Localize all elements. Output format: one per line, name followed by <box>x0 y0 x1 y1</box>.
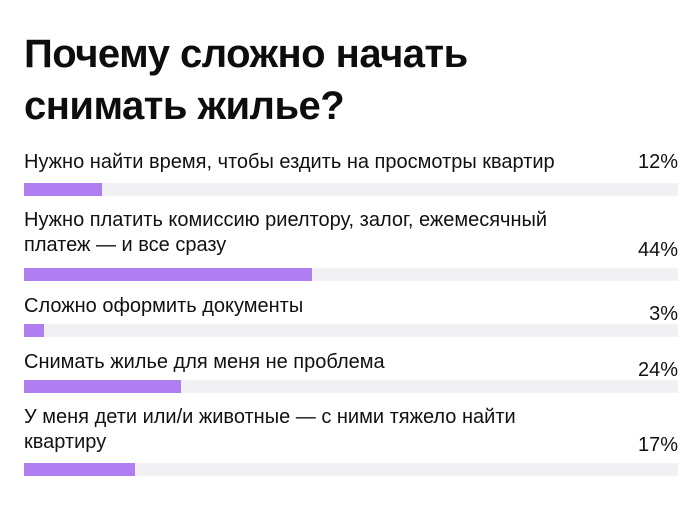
bar-track <box>24 183 678 196</box>
bar-value-label: 44% <box>637 239 678 261</box>
bar-track <box>24 268 678 281</box>
bar-value-label: 17% <box>637 434 678 456</box>
bar <box>24 183 103 196</box>
bar-label: Снимать жилье для меня не проблема <box>24 351 385 373</box>
bar-track <box>24 380 678 393</box>
bar <box>24 463 136 476</box>
bar <box>24 324 44 337</box>
bar-label: Нужно платить комиссию риелтору, залог, … <box>24 209 548 256</box>
bar <box>24 380 181 393</box>
bar-label: Нужно найти время, чтобы ездить на просм… <box>24 151 555 173</box>
bar-value-label: 3% <box>649 303 678 325</box>
bar-track <box>24 463 678 476</box>
bar-label: У меня дети или/и животные — с ними тяже… <box>24 406 516 453</box>
chart-title: Почему сложно начать снимать жилье? <box>24 32 468 128</box>
bar <box>24 268 312 281</box>
bar-value-label: 24% <box>637 359 678 381</box>
bar-track <box>24 324 678 337</box>
bar-label: Сложно оформить документы <box>24 295 304 317</box>
bar-value-label: 12% <box>637 151 678 173</box>
